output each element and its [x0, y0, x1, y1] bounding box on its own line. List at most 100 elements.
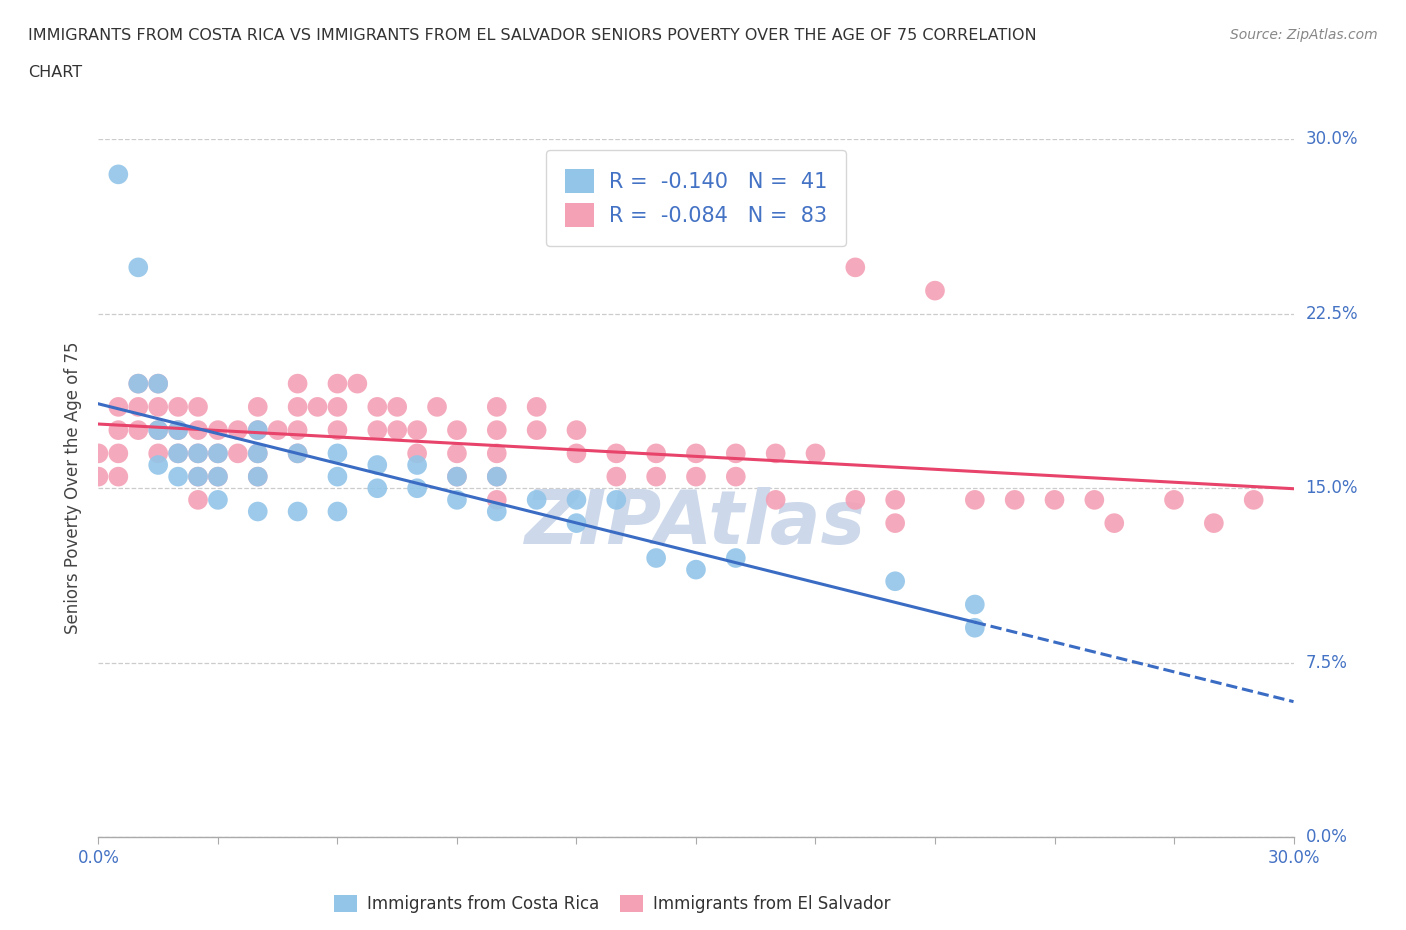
Point	[326, 376, 349, 391]
Point	[127, 376, 149, 391]
Point	[485, 469, 508, 484]
Point	[127, 376, 149, 391]
Point	[207, 469, 229, 484]
Point	[385, 400, 409, 415]
Point	[1004, 493, 1026, 508]
Point	[148, 376, 170, 391]
Point	[287, 445, 309, 460]
Point	[326, 400, 349, 415]
Point	[187, 493, 209, 508]
Point	[246, 422, 269, 438]
Point	[107, 400, 129, 415]
Point	[107, 469, 129, 484]
Point	[246, 400, 269, 415]
Point	[287, 376, 309, 391]
Point	[87, 469, 110, 484]
Point	[526, 400, 548, 415]
Y-axis label: Seniors Poverty Over the Age of 75: Seniors Poverty Over the Age of 75	[65, 342, 83, 634]
Point	[207, 469, 229, 484]
Legend: Immigrants from Costa Rica, Immigrants from El Salvador: Immigrants from Costa Rica, Immigrants f…	[328, 888, 897, 920]
Text: ZIPAtlas: ZIPAtlas	[526, 486, 866, 560]
Point	[148, 422, 170, 438]
Point	[526, 493, 548, 508]
Point	[446, 493, 468, 508]
Point	[207, 445, 229, 460]
Point	[485, 400, 508, 415]
Point	[127, 400, 149, 415]
Point	[246, 422, 269, 438]
Point	[107, 445, 129, 460]
Point	[426, 400, 449, 415]
Point	[385, 422, 409, 438]
Point	[366, 458, 388, 472]
Point	[605, 493, 627, 508]
Point	[366, 422, 388, 438]
Point	[485, 445, 508, 460]
Point	[287, 445, 309, 460]
Point	[685, 562, 707, 577]
Point	[326, 469, 349, 484]
Text: CHART: CHART	[28, 65, 82, 80]
Point	[326, 422, 349, 438]
Point	[366, 400, 388, 415]
Point	[685, 445, 707, 460]
Point	[565, 422, 588, 438]
Point	[446, 469, 468, 484]
Point	[485, 504, 508, 519]
Point	[485, 469, 508, 484]
Point	[446, 445, 468, 460]
Point	[406, 422, 429, 438]
Point	[724, 551, 747, 565]
Point	[246, 504, 269, 519]
Point	[167, 445, 190, 460]
Point	[1083, 493, 1105, 508]
Point	[884, 574, 907, 589]
Point	[1163, 493, 1185, 508]
Point	[207, 493, 229, 508]
Point	[148, 422, 170, 438]
Point	[565, 515, 588, 530]
Point	[148, 400, 170, 415]
Point	[724, 469, 747, 484]
Point	[406, 458, 429, 472]
Point	[267, 422, 290, 438]
Point	[187, 422, 209, 438]
Point	[167, 469, 190, 484]
Text: 30.0%: 30.0%	[1305, 130, 1358, 149]
Text: 15.0%: 15.0%	[1305, 479, 1358, 498]
Point	[366, 481, 388, 496]
Text: IMMIGRANTS FROM COSTA RICA VS IMMIGRANTS FROM EL SALVADOR SENIORS POVERTY OVER T: IMMIGRANTS FROM COSTA RICA VS IMMIGRANTS…	[28, 28, 1036, 43]
Point	[884, 515, 907, 530]
Point	[167, 422, 190, 438]
Point	[645, 469, 668, 484]
Point	[107, 422, 129, 438]
Point	[485, 493, 508, 508]
Point	[187, 469, 209, 484]
Text: 22.5%: 22.5%	[1305, 305, 1358, 323]
Point	[844, 493, 866, 508]
Point	[765, 493, 787, 508]
Point	[804, 445, 827, 460]
Point	[565, 493, 588, 508]
Point	[207, 422, 229, 438]
Point	[187, 469, 209, 484]
Point	[1202, 515, 1225, 530]
Point	[963, 620, 986, 635]
Point	[287, 422, 309, 438]
Text: 0.0%: 0.0%	[1305, 828, 1347, 846]
Point	[287, 504, 309, 519]
Point	[226, 445, 249, 460]
Point	[685, 469, 707, 484]
Point	[605, 469, 627, 484]
Point	[87, 445, 110, 460]
Point	[565, 445, 588, 460]
Point	[1102, 515, 1125, 530]
Point	[406, 481, 429, 496]
Point	[963, 597, 986, 612]
Point	[207, 445, 229, 460]
Point	[963, 493, 986, 508]
Point	[446, 469, 468, 484]
Point	[226, 422, 249, 438]
Point	[187, 445, 209, 460]
Point	[246, 469, 269, 484]
